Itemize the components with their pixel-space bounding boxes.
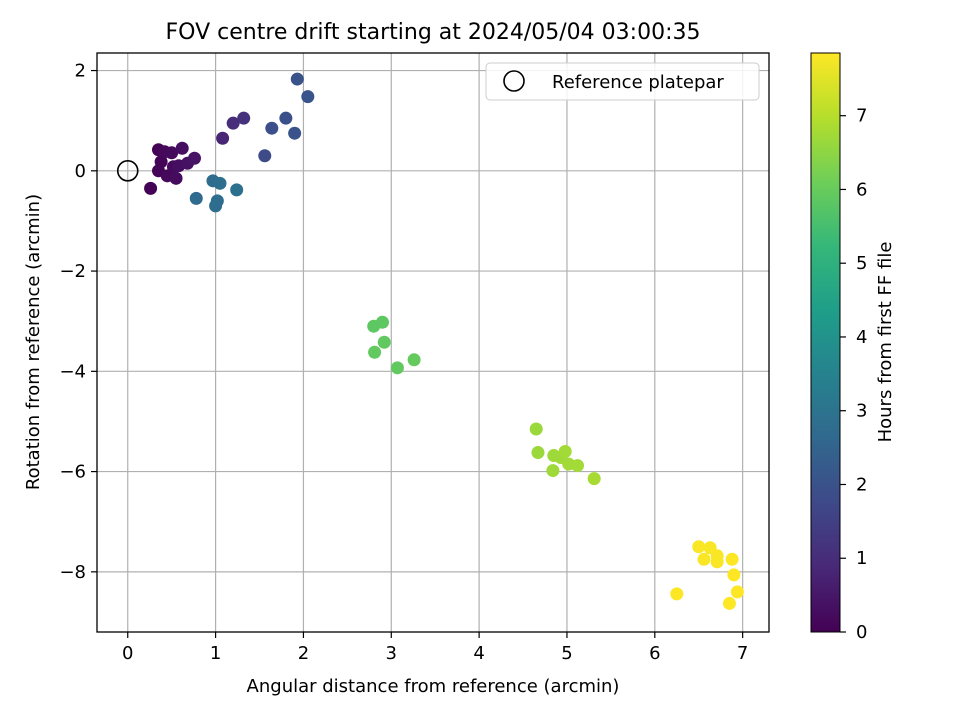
data-point: [531, 446, 545, 460]
legend: Reference platepar: [485, 62, 760, 101]
chart-title: FOV centre drift starting at 2024/05/04 …: [166, 20, 701, 45]
x-tick-label: 7: [737, 643, 748, 664]
colorbar-tick-label: 1: [856, 548, 867, 569]
data-point: [288, 126, 302, 140]
colorbar-tick-label: 5: [856, 253, 867, 274]
data-points: [144, 72, 744, 610]
x-tick-label: 1: [210, 643, 221, 664]
data-point: [375, 315, 389, 329]
x-tick-label: 0: [122, 643, 133, 664]
x-axis-ticks: 0 1 2 3 4 5 6 7: [122, 632, 748, 664]
data-point: [230, 183, 244, 197]
data-point: [529, 422, 543, 436]
plot-frame: [96, 52, 770, 633]
colorbar-ticks: 0 1 2 3 4 5 6 7: [840, 106, 867, 643]
data-point: [730, 585, 744, 599]
data-point: [265, 121, 279, 135]
data-point: [368, 345, 382, 359]
colorbar-tick-label: 0: [856, 622, 867, 643]
data-point: [175, 141, 189, 155]
data-point: [144, 181, 158, 195]
x-tick-label: 5: [561, 643, 572, 664]
y-tick-label: 0: [75, 161, 86, 182]
data-point: [725, 552, 739, 566]
y-tick-label: −4: [59, 361, 86, 382]
data-point: [290, 72, 304, 86]
colorbar-tick-label: 4: [856, 327, 867, 348]
x-axis-label: Angular distance from reference (arcmin): [247, 676, 620, 697]
data-point: [210, 194, 224, 208]
data-point: [692, 540, 706, 554]
y-tick-label: −8: [59, 562, 86, 583]
data-point: [722, 596, 736, 610]
data-point: [216, 131, 230, 145]
y-tick-label: −2: [59, 261, 86, 282]
y-axis-ticks: 2 0 −2 −4 −6 −8: [59, 61, 97, 583]
data-point: [165, 146, 179, 160]
x-tick-label: 2: [298, 643, 309, 664]
colorbar-tick-label: 3: [856, 401, 867, 422]
data-point: [213, 176, 227, 190]
y-tick-label: 2: [75, 61, 86, 82]
y-axis-label: Rotation from reference (arcmin): [23, 194, 44, 490]
data-point: [301, 90, 315, 104]
reference-platepar-marker: [116, 160, 139, 182]
data-point: [587, 472, 601, 486]
data-point: [390, 361, 404, 375]
colorbar-label: Hours from first FF file: [875, 242, 896, 443]
grid: [97, 53, 769, 632]
colorbar-gradient: [810, 52, 841, 633]
y-tick-label: −6: [59, 462, 86, 483]
x-tick-label: 4: [473, 643, 484, 664]
data-point: [727, 568, 741, 582]
colorbar: 0 1 2 3 4 5 6 7 Hours from first FF file: [810, 52, 896, 643]
data-point: [558, 445, 572, 459]
colorbar-tick-label: 6: [856, 179, 867, 200]
legend-marker-icon: [503, 70, 525, 92]
colorbar-tick-label: 7: [856, 106, 867, 127]
legend-entry: Reference platepar: [552, 72, 724, 93]
data-point: [571, 459, 585, 473]
data-point: [670, 587, 684, 601]
data-point: [279, 111, 293, 125]
data-point: [407, 353, 421, 367]
data-point: [188, 151, 202, 165]
data-point: [189, 191, 203, 205]
x-tick-label: 6: [649, 643, 660, 664]
data-point: [258, 149, 272, 163]
data-point: [169, 171, 183, 185]
colorbar-tick-label: 2: [856, 474, 867, 495]
x-tick-label: 3: [386, 643, 397, 664]
data-point: [697, 552, 711, 566]
data-point: [226, 116, 240, 130]
data-point: [710, 555, 724, 569]
data-point: [546, 464, 560, 478]
legend-box: [485, 62, 760, 101]
data-point: [237, 111, 251, 125]
data-point: [377, 335, 391, 349]
